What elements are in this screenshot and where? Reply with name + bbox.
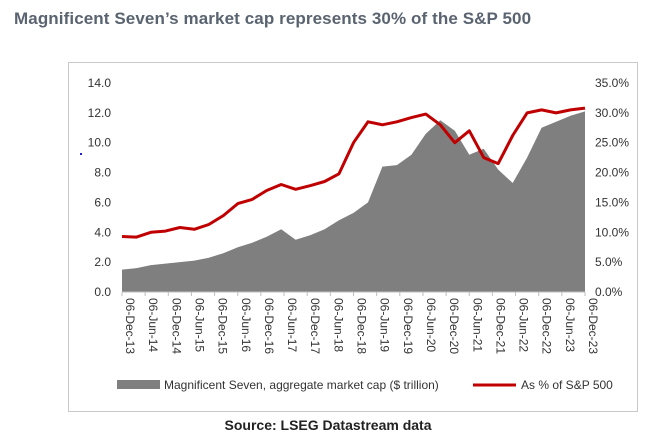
chart-frame bbox=[68, 62, 638, 412]
x-tick-label: 06-Dec-13 bbox=[123, 298, 137, 354]
page-title: Magnificent Seven’s market cap represent… bbox=[14, 9, 532, 28]
area-series-layer bbox=[122, 111, 585, 293]
y-tick-label-right: 0.0% bbox=[595, 285, 623, 299]
x-tick-label: 06-Dec-21 bbox=[493, 298, 507, 354]
x-tick-label: 06-Dec-19 bbox=[401, 298, 415, 354]
y-tick-label-left: 6.0 bbox=[94, 195, 111, 209]
legend-label-area: Magnificent Seven, aggregate market cap … bbox=[164, 378, 439, 392]
y-tick-label-right: 25.0% bbox=[595, 136, 629, 150]
legend-label-line: As % of S&P 500 bbox=[521, 378, 613, 392]
x-tick-label: 06-Dec-23 bbox=[586, 298, 600, 354]
x-tick-label: 06-Jun-16 bbox=[239, 298, 253, 352]
x-tick-label: 06-Jun-17 bbox=[285, 298, 299, 352]
stray-dot bbox=[80, 153, 82, 155]
x-tick-label: 06-Jun-18 bbox=[331, 298, 345, 352]
x-tick-label: 06-Dec-18 bbox=[355, 298, 369, 354]
y-tick-label-right: 30.0% bbox=[595, 106, 629, 120]
y-tick-label-right: 35.0% bbox=[595, 76, 629, 90]
y-tick-label-right: 10.0% bbox=[595, 225, 629, 239]
y-tick-label-left: 14.0 bbox=[88, 76, 112, 90]
y-tick-label-left: 10.0 bbox=[88, 136, 112, 150]
x-tick-label: 06-Jun-21 bbox=[470, 298, 484, 352]
x-tick-label: 06-Dec-14 bbox=[169, 298, 183, 354]
x-tick-label: 06-Jun-15 bbox=[192, 298, 206, 352]
x-tick-label: 06-Dec-15 bbox=[216, 298, 230, 354]
line-series-layer bbox=[121, 106, 586, 239]
line-series-pct-sp500 bbox=[121, 106, 586, 239]
x-tick-label: 06-Dec-22 bbox=[540, 298, 554, 354]
area-series-magnificent-seven bbox=[122, 111, 585, 293]
y-tick-label-left: 2.0 bbox=[94, 255, 111, 269]
x-tick-label: 06-Jun-22 bbox=[517, 298, 531, 352]
axes-layer: 0.0 2.0 4.0 6.0 8.0 10.0 12.0 14.0 0.0% 5.0% 10.0%… bbox=[88, 76, 630, 354]
source-note: Source: LSEG Datastream data bbox=[224, 417, 432, 433]
x-tick-label: 06-Dec-16 bbox=[262, 298, 276, 354]
legend: Magnificent Seven, aggregate market cap … bbox=[117, 378, 613, 392]
x-tick-label: 06-Jun-20 bbox=[424, 298, 438, 352]
y-tick-label-left: 0.0 bbox=[94, 285, 111, 299]
x-tick-label: 06-Jun-23 bbox=[563, 298, 577, 352]
x-tick-label: 06-Jun-14 bbox=[146, 298, 160, 352]
y-tick-label-left: 8.0 bbox=[94, 166, 111, 180]
y-tick-label-right: 5.0% bbox=[595, 255, 623, 269]
y-tick-label-right: 20.0% bbox=[595, 166, 629, 180]
y-tick-label-left: 4.0 bbox=[94, 225, 111, 239]
x-tick-label: 06-Dec-20 bbox=[447, 298, 461, 354]
y-tick-label-left: 12.0 bbox=[88, 106, 112, 120]
legend-swatch-area bbox=[117, 380, 160, 389]
x-tick-label: 06-Jun-19 bbox=[378, 298, 392, 352]
y-tick-label-right: 15.0% bbox=[595, 195, 629, 209]
x-tick-label: 06-Dec-17 bbox=[308, 298, 322, 354]
